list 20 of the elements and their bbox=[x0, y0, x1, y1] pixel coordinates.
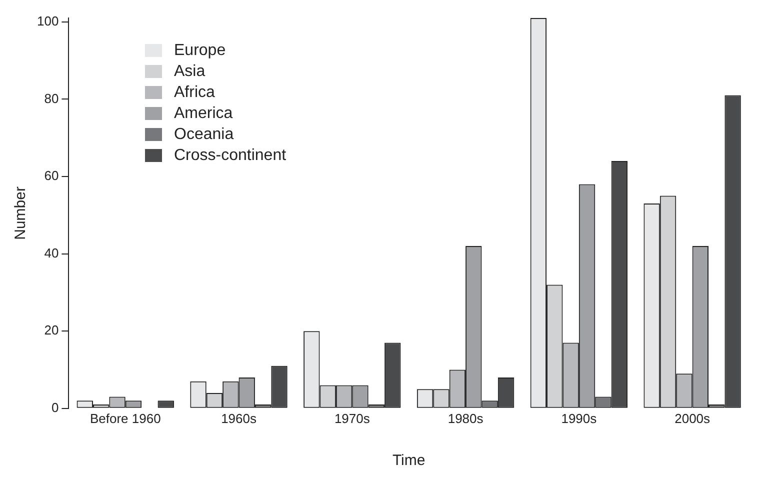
x-tick-label: 1990s bbox=[561, 410, 598, 426]
y-tick-label: 80 bbox=[44, 90, 59, 106]
legend-label: Africa bbox=[174, 83, 215, 103]
x-tick-label: 1970s bbox=[334, 410, 370, 426]
y-tick-label: 60 bbox=[44, 168, 59, 184]
legend-label: Europe bbox=[174, 41, 226, 61]
x-tick-label: Before 1960 bbox=[90, 410, 161, 426]
x-axis-title: Time bbox=[392, 452, 426, 470]
y-tick-label: 100 bbox=[36, 13, 59, 28]
x-tick-label: 2000s bbox=[674, 410, 711, 426]
x-tick-label: 1960s bbox=[221, 410, 257, 426]
y-tick-label: 40 bbox=[44, 245, 59, 260]
legend-label: Asia bbox=[174, 62, 206, 82]
legend-label: Cross-continent bbox=[174, 146, 286, 166]
y-tick-label: 0 bbox=[51, 400, 59, 415]
y-axis-title: Number bbox=[12, 186, 30, 240]
y-tick-label: 20 bbox=[44, 322, 59, 338]
legend-label: Oceania bbox=[174, 125, 234, 145]
x-tick-label: 1980s bbox=[448, 410, 484, 426]
legend-label: America bbox=[174, 104, 233, 124]
